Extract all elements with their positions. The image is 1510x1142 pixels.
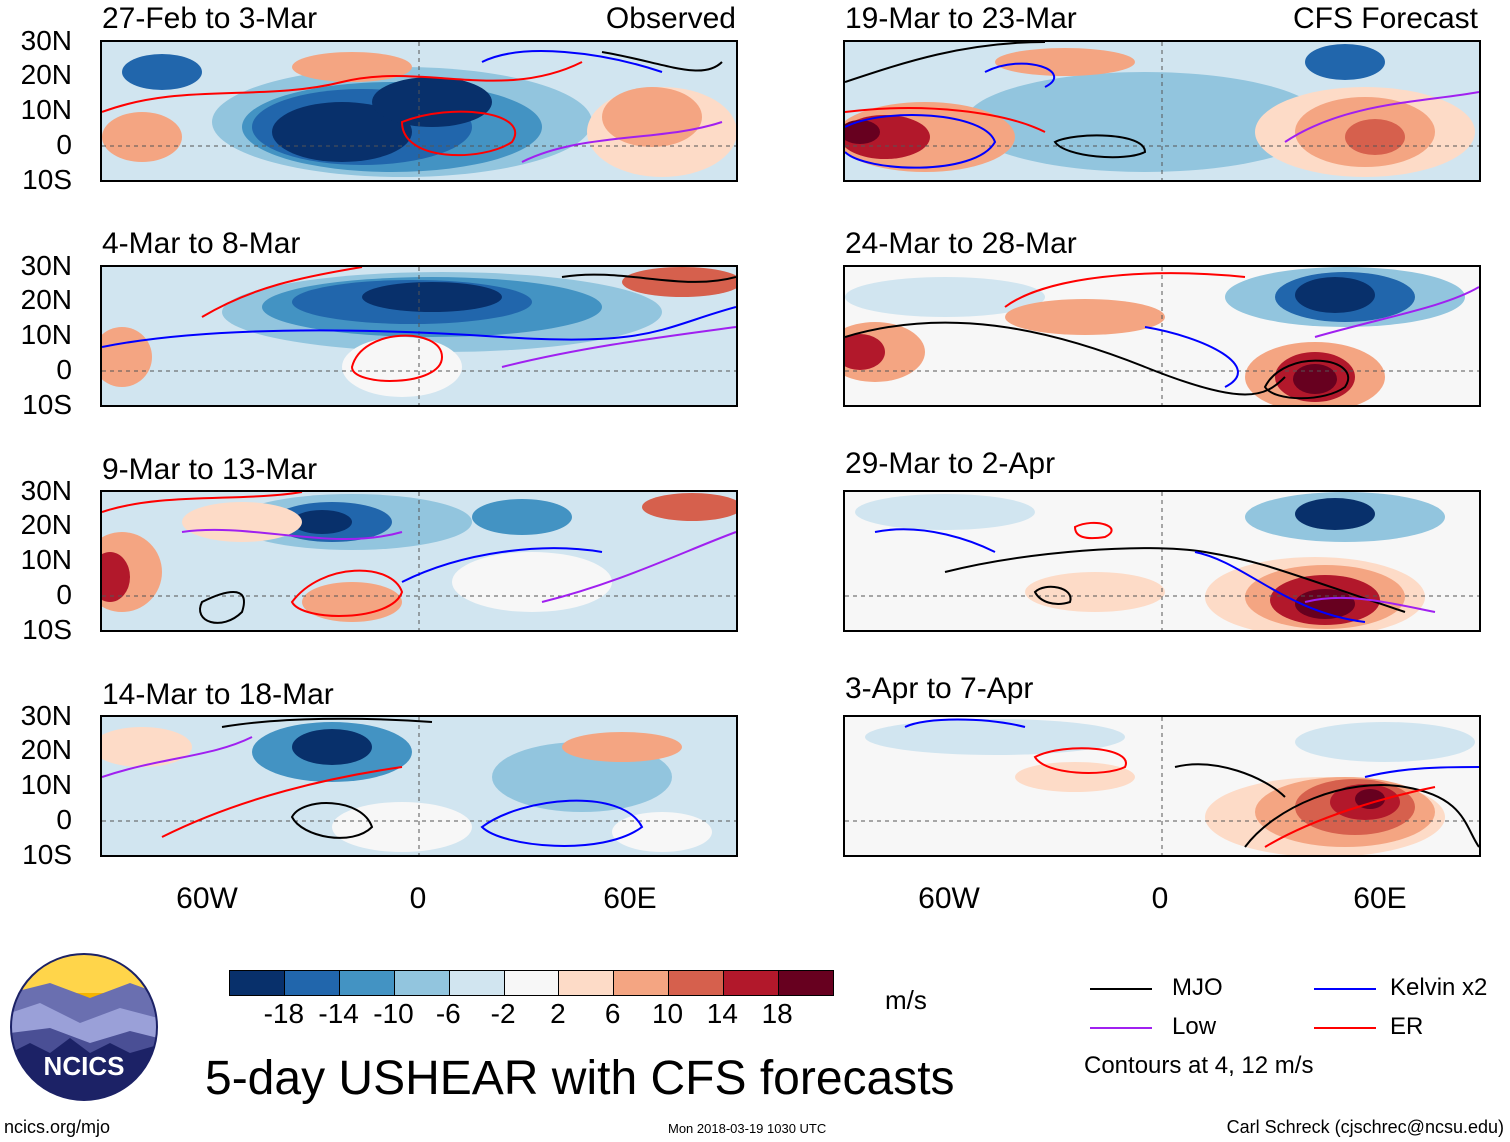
lat-label: 10N — [20, 319, 72, 350]
panel-title: 27-Feb to 3-Mar — [102, 2, 318, 35]
forecast-label: CFS Forecast — [1292, 2, 1478, 35]
lat-label: 20N — [20, 284, 72, 315]
lat-label: 0 — [56, 354, 72, 385]
map-panel — [843, 490, 1481, 632]
lon-label: 0 — [1151, 882, 1169, 915]
lat-label: 10S — [22, 389, 72, 420]
lat-label: 20N — [20, 509, 72, 540]
lat-label: 30N — [20, 25, 72, 56]
colorbar-swatch — [778, 971, 833, 995]
legend-label: Low — [1172, 1013, 1217, 1040]
colorbar-tick-label: 2 — [550, 998, 566, 1029]
contours-note: Contours at 4, 12 m/s — [1084, 1052, 1314, 1079]
ncics-logo: NCICS — [10, 953, 158, 1101]
lon-label: 0 — [409, 882, 427, 915]
colorbar-swatch — [503, 971, 559, 995]
legend-label: MJO — [1172, 974, 1223, 1001]
colorbar-swatch — [668, 971, 724, 995]
lat-label: 0 — [56, 804, 72, 835]
lat-label: 10N — [20, 544, 72, 575]
main-title: 5-day USHEAR with CFS forecasts — [205, 1052, 955, 1105]
lat-label: 20N — [20, 59, 72, 90]
colorbar-tick-label: 18 — [761, 998, 793, 1029]
lat-label: 10S — [22, 164, 72, 195]
colorbar-tick-label: 10 — [651, 998, 684, 1029]
colorbar-swatch — [393, 971, 449, 995]
panel-title: 24-Mar to 28-Mar — [845, 227, 1077, 260]
legend-label: Kelvin x2 — [1390, 974, 1488, 1001]
legend-line-mjo — [1090, 988, 1152, 990]
map-panel — [100, 265, 738, 407]
panel-title: 4-Mar to 8-Mar — [102, 227, 301, 260]
lat-label: 0 — [56, 129, 72, 160]
panel-title: 19-Mar to 23-Mar — [845, 2, 1077, 35]
legend-line-low — [1090, 1027, 1152, 1029]
lat-label: 0 — [56, 579, 72, 610]
lon-label: 60E — [603, 882, 657, 915]
colorbar-swatch — [230, 971, 284, 995]
colorbar-tick-label: 14 — [706, 998, 738, 1029]
colorbar-swatch — [448, 971, 504, 995]
colorbar-swatch — [613, 971, 669, 995]
lat-label: 30N — [20, 475, 72, 506]
colorbar-tick-label: -18 — [263, 998, 305, 1029]
panel-title: 3-Apr to 7-Apr — [845, 672, 1034, 705]
legend-label: ER — [1390, 1013, 1424, 1040]
colorbar-boxes — [229, 970, 834, 996]
observed-label: Observed — [605, 2, 736, 35]
lat-label: 10S — [22, 614, 72, 645]
colorbar-swatch — [338, 971, 394, 995]
lon-label: 60E — [1353, 882, 1407, 915]
logo-text: NCICS — [43, 1051, 125, 1081]
panel-title: 14-Mar to 18-Mar — [102, 678, 334, 711]
legend-line-kelvin — [1314, 988, 1376, 990]
colorbar-swatch — [558, 971, 614, 995]
map-panel — [843, 715, 1481, 857]
legend-line-er — [1314, 1027, 1376, 1029]
panel-title: 9-Mar to 13-Mar — [102, 453, 318, 486]
lon-label: 60W — [918, 882, 980, 915]
footer-left: ncics.org/mjo — [4, 1117, 111, 1137]
panel-title: 29-Mar to 2-Apr — [845, 447, 1056, 480]
lat-label: 20N — [20, 734, 72, 765]
map-panel — [100, 490, 738, 632]
lat-label: 30N — [20, 250, 72, 281]
footer-timestamp: Mon 2018-03-19 1030 UTC — [668, 1121, 827, 1136]
map-panel — [100, 40, 738, 182]
colorbar-swatch — [723, 971, 779, 995]
colorbar-tick-label: -6 — [435, 998, 461, 1029]
lat-label: 10S — [22, 839, 72, 870]
colorbar-swatch — [283, 971, 339, 995]
lat-label: 30N — [20, 700, 72, 731]
colorbar-tick-label: -14 — [318, 998, 359, 1029]
lat-label: 10N — [20, 94, 72, 125]
map-panel — [843, 265, 1481, 407]
colorbar-tick-label: -10 — [373, 998, 414, 1029]
lat-label: 10N — [20, 769, 72, 800]
colorbar-tick-label: 6 — [604, 998, 621, 1029]
footer-right: Carl Schreck (cjschrec@ncsu.edu) — [1226, 1117, 1504, 1137]
colorbar-units: m/s — [885, 985, 927, 1015]
colorbar-tick-label: -2 — [490, 998, 516, 1029]
map-panel — [100, 715, 738, 857]
lon-label: 60W — [176, 882, 238, 915]
map-panel — [843, 40, 1481, 182]
